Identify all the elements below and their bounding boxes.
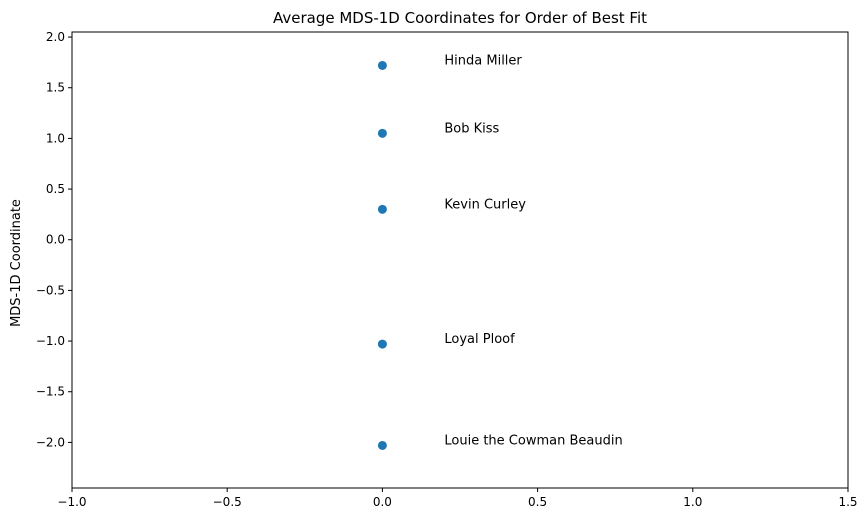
y-tick-label: 1.0 xyxy=(46,131,65,145)
x-tick-label: 0.5 xyxy=(528,495,547,509)
point-label: Loyal Ploof xyxy=(444,332,515,347)
plot-frame xyxy=(71,31,849,489)
point-label: Louie the Cowman Beaudin xyxy=(444,433,622,448)
x-tick-label: 0.0 xyxy=(373,495,392,509)
y-tick-label: −0.5 xyxy=(36,283,65,297)
x-tick-label: −0.5 xyxy=(213,495,242,509)
y-tick-label: −1.5 xyxy=(36,385,65,399)
chart-title: Average MDS-1D Coordinates for Order of … xyxy=(273,9,647,27)
point-label: Bob Kiss xyxy=(444,121,499,136)
point-label: Kevin Curley xyxy=(444,197,526,212)
data-points xyxy=(377,60,387,450)
scatter-point xyxy=(377,60,387,70)
x-tick-label: 1.5 xyxy=(838,495,857,509)
scatter-point xyxy=(377,440,387,450)
y-tick-label: 0.5 xyxy=(46,182,65,196)
x-tick-label: −1.0 xyxy=(57,495,86,509)
scatter-point xyxy=(377,204,387,214)
y-axis-ticks: −2.0 −1.5 −1.0 −0.5 0.0 0.5 1.0 1.5 2.0 xyxy=(36,30,72,449)
point-label: Hinda Miller xyxy=(444,53,522,68)
y-tick-label: −1.0 xyxy=(36,334,65,348)
y-tick-label: 2.0 xyxy=(46,30,65,44)
y-tick-label: −2.0 xyxy=(36,435,65,449)
y-axis-label: MDS-1D Coordinate xyxy=(9,199,24,327)
x-axis-ticks: −1.0 −0.5 0.0 0.5 1.0 1.5 xyxy=(57,488,858,509)
scatter-point xyxy=(377,128,387,138)
scatter-point xyxy=(377,339,387,349)
y-tick-label: 1.5 xyxy=(46,81,65,95)
point-labels: Hinda Miller Bob Kiss Kevin Curley Loyal Pl… xyxy=(444,53,622,448)
y-tick-label: 0.0 xyxy=(46,233,65,247)
x-tick-label: 1.0 xyxy=(683,495,702,509)
